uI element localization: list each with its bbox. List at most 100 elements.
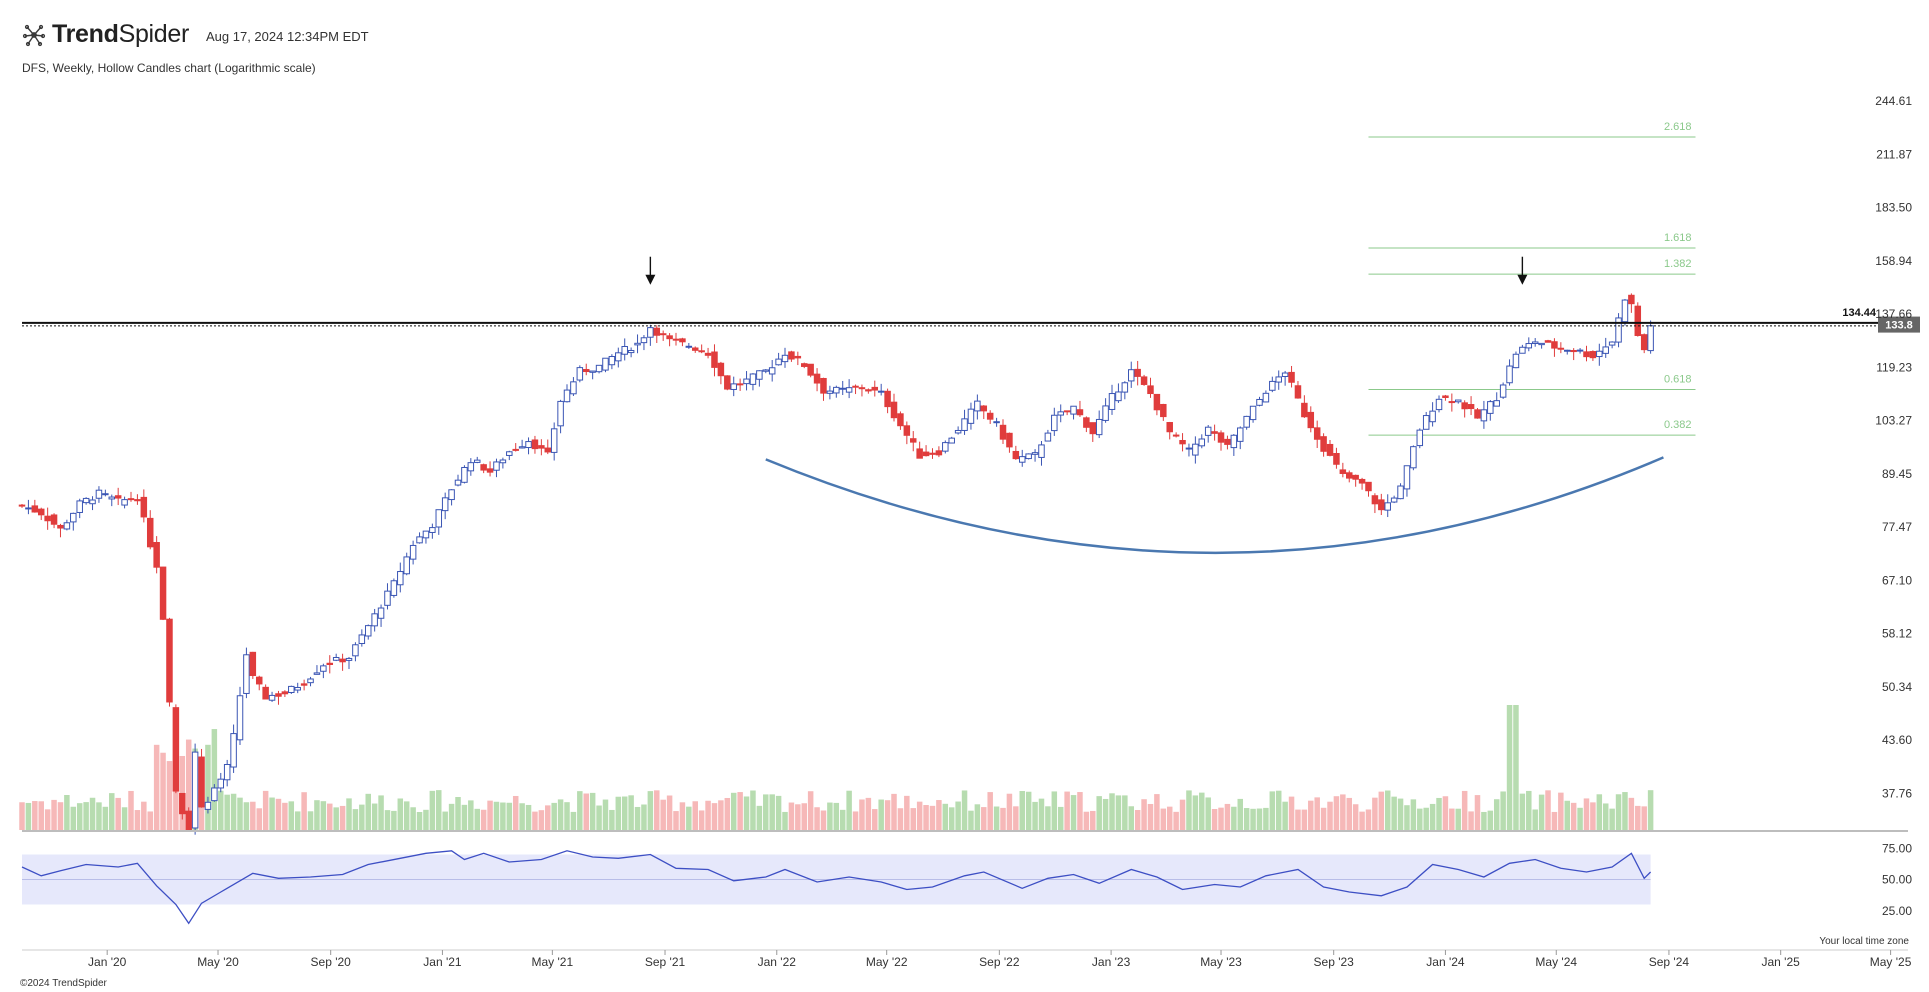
volume-bar [1096, 796, 1102, 830]
candle-body [749, 373, 757, 385]
candle-body [384, 590, 391, 606]
volume-bar [910, 808, 916, 830]
volume-bar [64, 794, 70, 830]
candle-body [1006, 432, 1013, 448]
candle-body [1602, 346, 1609, 354]
volume-bar [955, 801, 961, 830]
candle-body [1371, 495, 1379, 505]
volume-bar [936, 800, 942, 830]
volume-bar [1429, 803, 1436, 830]
candle-body [1487, 401, 1494, 414]
candle-body [1416, 429, 1424, 447]
candle-body [640, 337, 648, 344]
volume-bar [480, 809, 487, 830]
candle-body [1192, 443, 1199, 456]
volume-bar [916, 801, 923, 830]
candle-body [409, 544, 417, 560]
volume-bar [1070, 795, 1077, 830]
candle-body [429, 527, 436, 533]
volume-bar [1128, 806, 1135, 830]
volume-bar [320, 801, 327, 830]
candle-body [377, 607, 385, 619]
candle-body [1038, 444, 1045, 458]
candle-body [685, 345, 693, 348]
candle-body [37, 508, 45, 516]
volume-bar [532, 811, 538, 830]
candle-body [198, 756, 205, 808]
volume-bar [1487, 810, 1494, 830]
candle-body [1018, 456, 1026, 463]
candle-body [1076, 409, 1084, 416]
candle-body [1455, 399, 1462, 403]
volume-bar [730, 792, 737, 830]
volume-bar [1622, 792, 1628, 830]
candle-body [717, 362, 725, 377]
volume-bar [1231, 806, 1237, 830]
volume-bar [397, 798, 404, 830]
volume-bar [141, 801, 147, 830]
fibonacci-levels: 2.618 1.618 1.382 0.618 0.382 [1368, 121, 1696, 436]
volume-bar [1320, 807, 1327, 830]
candle-body [756, 370, 763, 380]
candle-body [993, 421, 1000, 424]
volume-bar [602, 799, 609, 830]
volume-bar [1295, 809, 1301, 830]
x-tick-label: May '22 [866, 955, 908, 969]
volume-bar [205, 744, 211, 830]
volume-bar [1417, 808, 1423, 830]
candle-body [550, 428, 558, 453]
volume-bar [339, 805, 346, 830]
volume-bar [839, 809, 846, 830]
candle-body [909, 438, 917, 443]
volume-bar [1365, 809, 1372, 830]
volume-bar [96, 802, 102, 830]
volume-bar [1583, 798, 1590, 830]
volume-bar [1346, 797, 1353, 830]
volume-bar [1615, 794, 1622, 830]
volume-bar [1314, 797, 1320, 830]
candle-body [1647, 325, 1654, 352]
candle-body [1531, 341, 1539, 344]
volume-bar [647, 791, 654, 830]
volume-bar [769, 794, 775, 830]
volume-bar [429, 790, 436, 830]
volume-bar [589, 792, 596, 830]
volume-bar [442, 811, 448, 830]
trendspider-logo-icon [22, 24, 46, 46]
volume-bar [981, 807, 987, 830]
volume-bar [1602, 803, 1609, 830]
fib-level-label: 1.618 [1664, 232, 1692, 244]
candle-body [230, 733, 237, 768]
x-tick-label: Sep '24 [1649, 955, 1690, 969]
candle-body [1307, 411, 1315, 429]
y-tick-label: 50.34 [1882, 680, 1912, 694]
candle-body [839, 387, 846, 390]
x-tick-label: Jan '22 [758, 955, 797, 969]
rounding-bottom-arc [765, 456, 1664, 555]
volume-bar [1077, 792, 1083, 830]
volume-bar [1109, 793, 1115, 830]
candle-body [1467, 404, 1475, 410]
volume-bar [929, 805, 936, 830]
volume-bar [865, 797, 872, 830]
volume-bar [724, 797, 731, 830]
volume-bar [1122, 795, 1128, 830]
last-price-label: 133.8 [1885, 320, 1913, 332]
last-price-box [1878, 316, 1920, 333]
candle-body [538, 445, 545, 449]
volume-bar [1647, 790, 1654, 830]
candle-body [852, 385, 859, 388]
candle-body [576, 367, 584, 381]
volume-bar [1590, 802, 1596, 830]
volume-bar [1384, 790, 1391, 830]
candle-body [1448, 401, 1456, 404]
volume-bar [19, 802, 25, 830]
candle-body [275, 693, 282, 697]
x-tick-label: May '24 [1535, 955, 1577, 969]
volume-bar [1308, 800, 1314, 830]
candle-body [1172, 434, 1180, 437]
volume-bar [89, 797, 96, 830]
x-tick-label: Sep '20 [311, 955, 352, 969]
candle-body [653, 327, 661, 336]
